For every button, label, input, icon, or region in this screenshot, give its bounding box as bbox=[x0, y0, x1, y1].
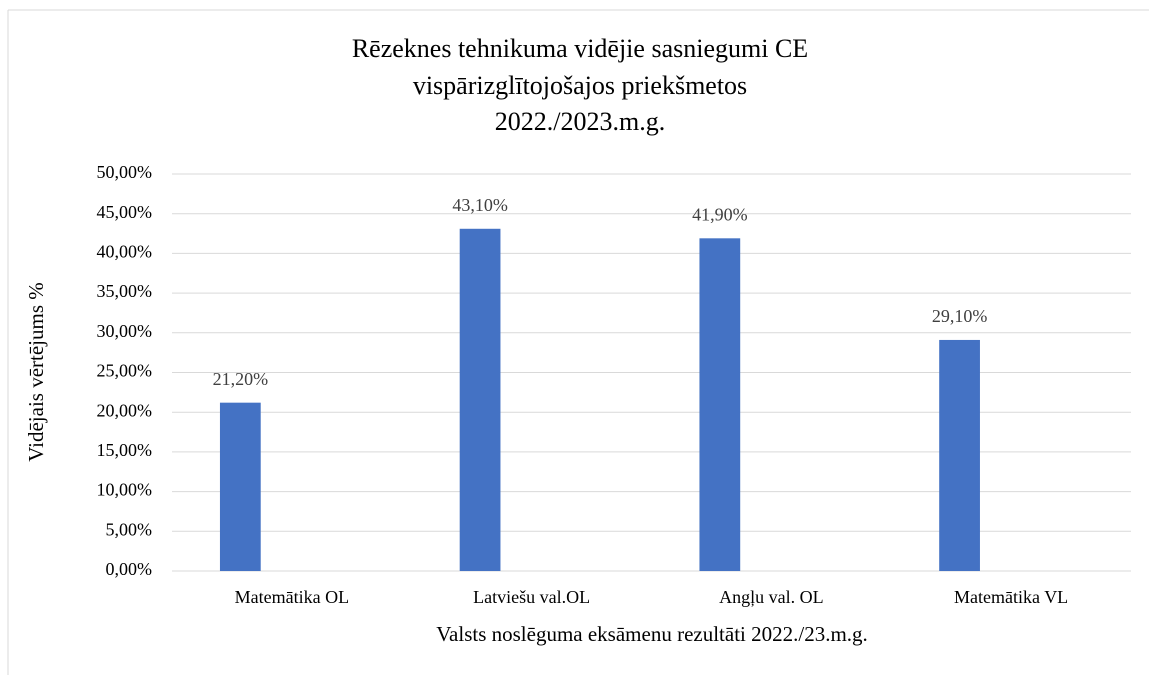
x-tick-label: Matemātika OL bbox=[235, 587, 349, 607]
data-label: 29,10% bbox=[932, 306, 988, 326]
data-label: 41,90% bbox=[692, 204, 748, 224]
y-tick-label: 35,00% bbox=[97, 281, 153, 301]
y-tick-label: 20,00% bbox=[97, 400, 153, 420]
bar bbox=[459, 228, 501, 571]
y-tick-label: 15,00% bbox=[97, 440, 153, 460]
y-tick-label: 45,00% bbox=[97, 202, 153, 222]
bar bbox=[219, 402, 261, 571]
x-tick-label: Latviešu val.OL bbox=[473, 587, 590, 607]
y-tick-label: 10,00% bbox=[97, 480, 153, 500]
data-label: 43,10% bbox=[452, 195, 508, 215]
y-axis-label: Vidējais vērtējums % bbox=[24, 282, 48, 462]
y-tick-label: 5,00% bbox=[106, 519, 153, 539]
x-tick-label: Matemātika VL bbox=[954, 587, 1068, 607]
y-tick-label: 40,00% bbox=[97, 242, 153, 262]
chart-title: Rēzeknes tehnikuma vidējie sasniegumi CE bbox=[352, 34, 808, 63]
x-axis-label: Valsts noslēguma eksāmenu rezultāti 2022… bbox=[436, 622, 868, 646]
chart-title: vispārizglītojošajos priekšmetos bbox=[413, 71, 747, 100]
bar bbox=[939, 339, 980, 571]
y-tick-label: 50,00% bbox=[97, 162, 153, 182]
chart-title: 2022./2023.m.g. bbox=[495, 107, 665, 136]
y-tick-label: 25,00% bbox=[97, 361, 153, 381]
bar bbox=[699, 238, 741, 571]
y-tick-label: 0,00% bbox=[106, 559, 153, 579]
x-tick-label: Angļu val. OL bbox=[719, 587, 823, 607]
y-tick-label: 30,00% bbox=[97, 321, 153, 341]
data-label: 21,20% bbox=[213, 369, 269, 389]
